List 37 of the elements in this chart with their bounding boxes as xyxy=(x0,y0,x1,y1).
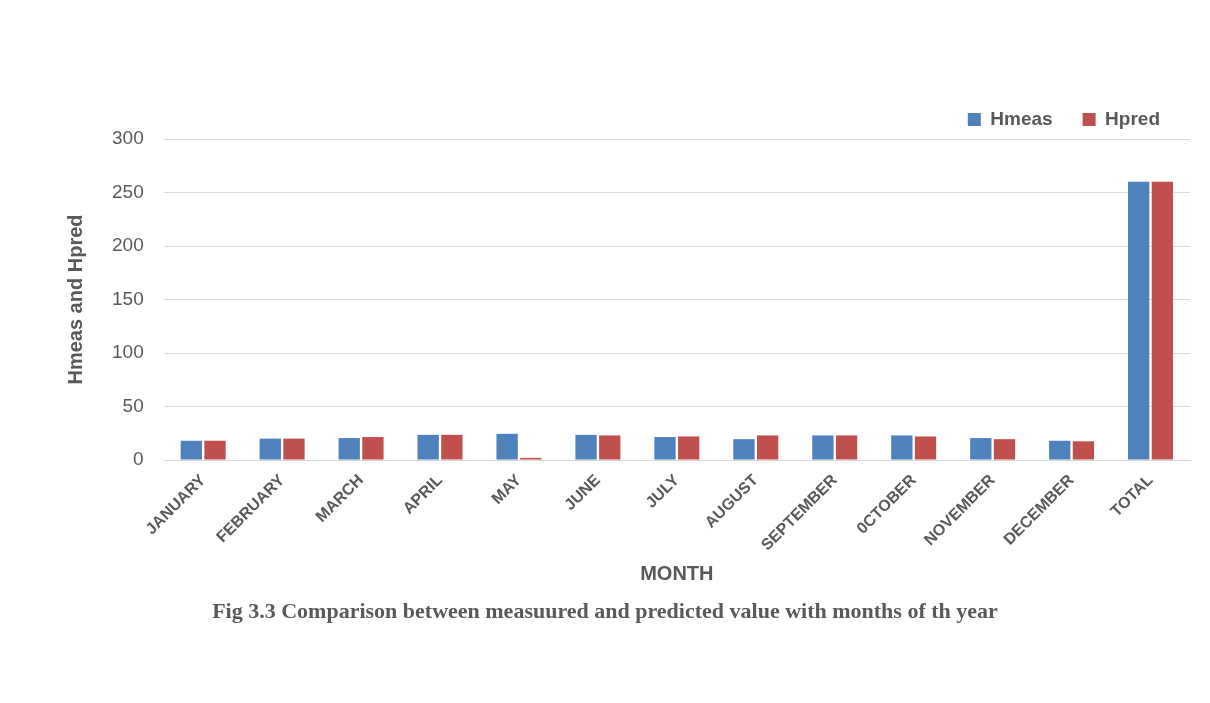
y-tick-label: 100 xyxy=(112,341,144,363)
bar xyxy=(496,433,518,460)
bar xyxy=(362,437,384,460)
bar xyxy=(970,438,992,460)
bar xyxy=(417,434,439,460)
bar xyxy=(1072,441,1095,460)
bar xyxy=(575,434,597,460)
x-axis-title: MONTH xyxy=(640,561,714,584)
bar xyxy=(1128,181,1150,460)
bar xyxy=(1151,181,1174,460)
bar xyxy=(283,438,305,460)
y-tick-label: 150 xyxy=(112,287,144,309)
bar xyxy=(891,435,913,460)
bar xyxy=(835,435,858,460)
bar xyxy=(733,439,755,460)
bar xyxy=(914,436,937,460)
bar xyxy=(654,437,676,460)
caption: Fig 3.3 Comparison between measuured and predicted value with months of th year xyxy=(211,598,999,624)
bar xyxy=(1049,440,1071,460)
y-tick-label: 0 xyxy=(133,448,144,470)
bar xyxy=(204,440,226,460)
bar xyxy=(756,435,779,460)
y-tick-label: 250 xyxy=(112,180,144,202)
bar xyxy=(338,438,360,460)
bar xyxy=(599,435,621,460)
bar xyxy=(812,435,834,460)
y-tick-label: 300 xyxy=(112,127,144,149)
legend-label: Hmeas xyxy=(990,107,1053,129)
bar xyxy=(441,434,463,460)
y-tick-label: 50 xyxy=(122,394,144,416)
y-tick-label: 200 xyxy=(112,234,144,256)
bar xyxy=(993,439,1016,460)
legend-label: Hpred xyxy=(1105,107,1161,129)
bar xyxy=(678,436,700,460)
bar xyxy=(259,438,281,460)
y-axis-title: Hmeas and Hpred xyxy=(63,214,86,385)
bar xyxy=(180,440,202,460)
